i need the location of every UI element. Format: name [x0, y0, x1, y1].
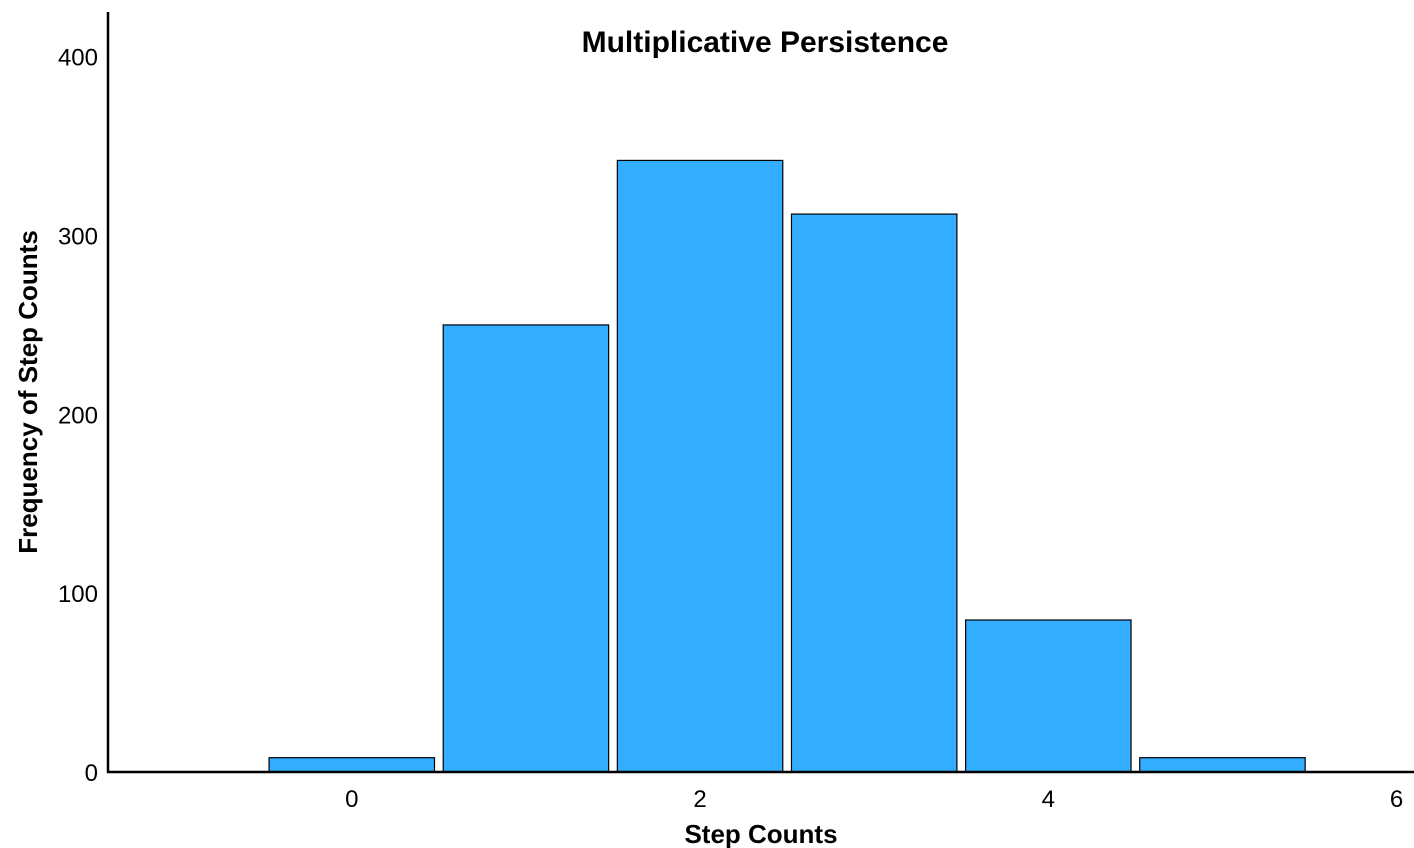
x-tick-label-4: 4 — [1042, 786, 1055, 813]
bar-step-2 — [616, 159, 784, 773]
y-axis-ticks: 0 100 200 300 400 — [58, 45, 98, 787]
y-tick-label-200: 200 — [58, 402, 98, 429]
x-tick-label-0: 0 — [345, 786, 358, 813]
chart-title: Multiplicative Persistence — [582, 26, 949, 59]
bars-group — [268, 159, 1306, 773]
y-tick-label-100: 100 — [58, 581, 98, 608]
bar-step-4 — [965, 619, 1132, 773]
x-tick-label-2: 2 — [693, 786, 706, 813]
x-axis-ticks: 0 2 4 6 — [345, 786, 1403, 813]
bar-step-3 — [790, 213, 958, 773]
y-axis-title: Frequency of Step Counts — [13, 230, 43, 554]
bar-step-5 — [1139, 757, 1306, 773]
x-axis-title: Step Counts — [684, 819, 837, 848]
y-tick-label-0: 0 — [85, 760, 98, 787]
y-tick-label-400: 400 — [58, 45, 98, 72]
x-tick-label-6: 6 — [1390, 786, 1403, 813]
bar-step-0 — [268, 757, 436, 773]
bar-step-1 — [442, 324, 610, 773]
y-tick-label-300: 300 — [58, 224, 98, 251]
